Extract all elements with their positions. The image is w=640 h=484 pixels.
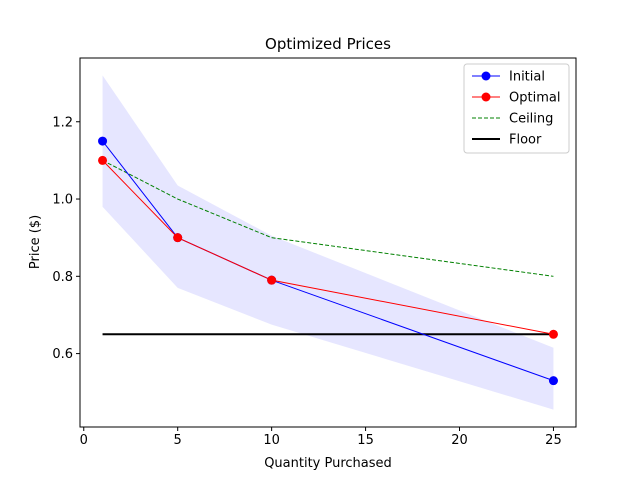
- x-tick-label: 20: [451, 433, 468, 448]
- y-tick-label: 1.2: [52, 115, 73, 130]
- legend-marker-initial: [481, 71, 491, 81]
- legend: Initial Optimal Ceiling Floor: [463, 63, 570, 154]
- legend-marker-optimal: [481, 92, 491, 102]
- data-point-optimal: [548, 329, 558, 339]
- legend-label-ceiling: Ceiling: [509, 112, 553, 127]
- chart-title: Optimized Prices: [265, 35, 391, 53]
- legend-item-optimal: Optimal: [472, 91, 560, 106]
- x-tick-label: 5: [174, 433, 182, 448]
- legend-item-floor: Floor: [472, 133, 542, 148]
- y-axis-ticks: 0.6 0.8 1.0 1.2: [52, 115, 80, 362]
- series-line-ceiling: [102, 159, 554, 277]
- legend-label-initial: Initial: [509, 70, 545, 85]
- legend-box: [463, 63, 570, 154]
- data-point-initial: [548, 376, 558, 386]
- series-optimal: [98, 155, 558, 339]
- legend-item-ceiling: Ceiling: [472, 112, 553, 127]
- x-tick-label: 25: [545, 433, 562, 448]
- x-axis-ticks: 0 5 10 15 20 25: [80, 427, 562, 448]
- y-axis-label: Price ($): [28, 215, 43, 269]
- series-layer: [98, 136, 558, 386]
- confidence-band: [102, 75, 554, 410]
- y-tick-label: 0.6: [52, 347, 73, 362]
- x-axis-label: Quantity Purchased: [264, 456, 392, 471]
- data-point-optimal: [173, 233, 183, 243]
- data-point-initial: [98, 136, 108, 146]
- legend-label-optimal: Optimal: [509, 91, 560, 106]
- y-tick-label: 1.0: [52, 193, 73, 208]
- series-ceiling: [102, 159, 554, 277]
- series-line-optimal: [102, 160, 554, 335]
- legend-item-initial: Initial: [472, 70, 545, 85]
- confidence-band-layer: [102, 75, 554, 410]
- data-point-optimal: [267, 275, 277, 285]
- x-tick-label: 15: [357, 433, 374, 448]
- plot-area-frame: [79, 57, 577, 428]
- legend-label-floor: Floor: [509, 133, 542, 148]
- data-point-optimal: [98, 155, 108, 165]
- x-tick-label: 10: [263, 433, 280, 448]
- x-tick-label: 0: [80, 433, 88, 448]
- y-tick-label: 0.8: [52, 270, 73, 285]
